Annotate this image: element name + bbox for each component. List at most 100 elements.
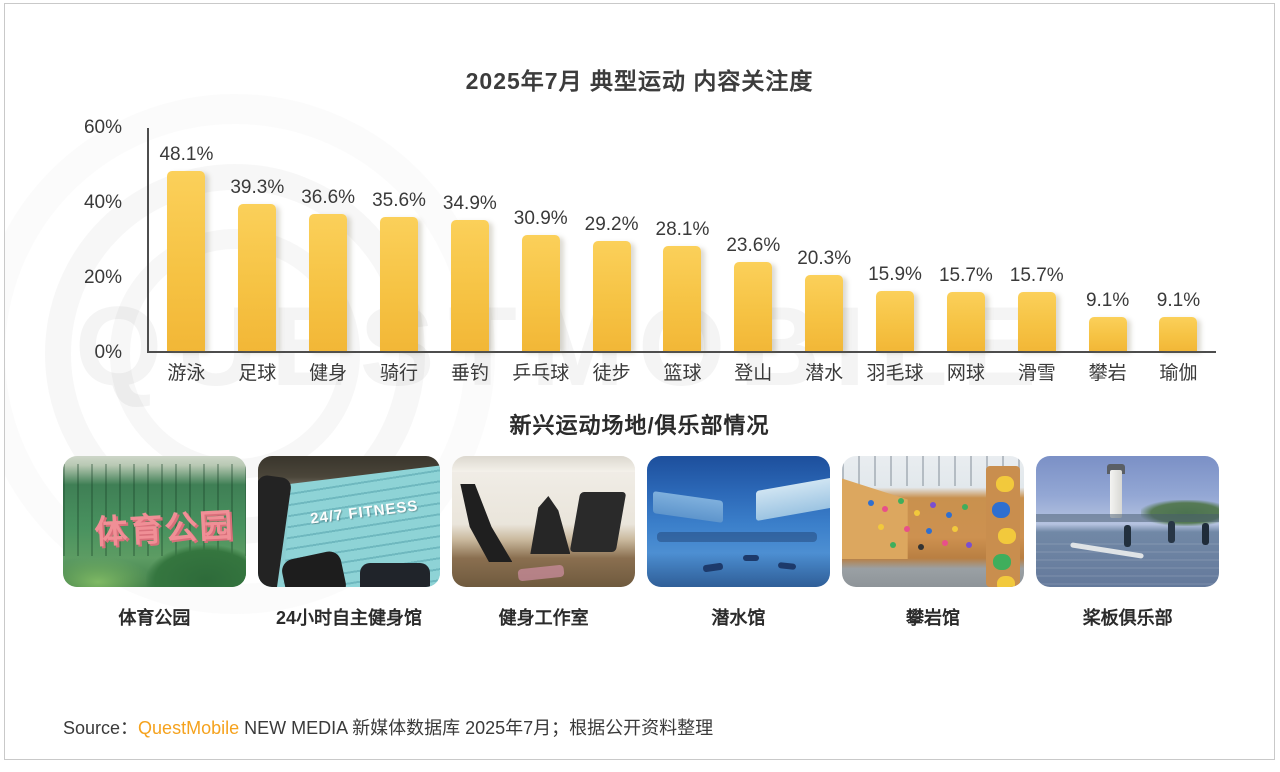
plot-area: 48.1% 游泳 39.3% 足球 36.6% 健身 35.6% 骑行 34.9% 垂钓 30.9%… bbox=[147, 128, 1216, 384]
bar bbox=[521, 235, 560, 351]
x-category-label: 乒乓球 bbox=[512, 363, 570, 384]
bar-group-滑雪: 15.7% 滑雪 bbox=[1001, 128, 1072, 384]
venue-label: 体育公园 bbox=[118, 608, 191, 628]
bar-value-label: 15.9% bbox=[868, 264, 922, 285]
bar-group-徒步: 29.2% 徒步 bbox=[576, 128, 647, 384]
venue-photo-fitness-studio bbox=[452, 456, 636, 587]
bar bbox=[1159, 317, 1198, 351]
bar bbox=[946, 292, 985, 351]
bar-value-label: 15.7% bbox=[1009, 265, 1064, 286]
bar-value-label: 36.6% bbox=[301, 187, 356, 208]
grass-shape bbox=[63, 557, 153, 587]
gym-machine-shape bbox=[460, 484, 513, 562]
bush-shape bbox=[145, 545, 246, 587]
gym-machine-shape bbox=[569, 492, 627, 552]
bar-group-垂钓: 34.9% 垂钓 bbox=[434, 128, 505, 384]
bar bbox=[238, 204, 277, 351]
bar-value-label: 23.6% bbox=[726, 235, 781, 256]
venue-label: 24小时自主健身馆 bbox=[275, 608, 423, 628]
venue-photo-climbing-gym bbox=[841, 456, 1025, 587]
bar-group-攀岩: 9.1% 攀岩 bbox=[1072, 128, 1143, 384]
ceiling-shape bbox=[452, 456, 636, 472]
bar bbox=[309, 214, 348, 351]
pool-floor-shape bbox=[647, 553, 830, 587]
bar bbox=[1088, 317, 1127, 351]
venue-photo-sports-park: 体育公园 bbox=[63, 456, 246, 587]
climbing-holds-dots bbox=[996, 476, 1015, 492]
venue-fitness-studio: 健身工作室 bbox=[452, 456, 636, 630]
bar-value-label: 34.9% bbox=[442, 193, 497, 214]
venue-climbing-gym: 攀岩馆 bbox=[841, 456, 1025, 630]
venue-gallery: 体育公园 体育公园 24/7 FITNESS 24小时自主健身馆 bbox=[63, 456, 1220, 630]
x-category-label: 徒步 bbox=[592, 363, 631, 384]
x-category-label: 健身 bbox=[309, 363, 348, 384]
underwater-window-shape bbox=[755, 476, 830, 522]
climbing-holds-dots bbox=[867, 500, 874, 506]
climbing-wall-shape bbox=[841, 474, 908, 559]
section-title: 新兴运动场地/俱乐部情况 bbox=[509, 413, 770, 438]
y-tick-label: 40% bbox=[83, 192, 122, 213]
bar bbox=[876, 291, 915, 351]
bar-group-篮球: 28.1% 篮球 bbox=[647, 128, 718, 384]
x-category-label: 足球 bbox=[238, 363, 277, 384]
lighthouse-shape bbox=[1110, 470, 1123, 518]
x-category-label: 登山 bbox=[734, 363, 773, 384]
bar-group-乒乓球: 30.9% 乒乓球 bbox=[505, 128, 576, 384]
bar-value-label: 48.1% bbox=[159, 144, 214, 165]
bar bbox=[167, 171, 206, 351]
bar-value-label: 15.7% bbox=[938, 265, 993, 286]
source-brand: QuestMobile bbox=[138, 718, 240, 738]
lighthouse-cap-shape bbox=[1107, 464, 1126, 474]
bar-value-label: 20.3% bbox=[797, 248, 852, 269]
water-waves-texture bbox=[1036, 543, 1220, 587]
bar-group-足球: 39.3% 足球 bbox=[222, 128, 293, 384]
x-category-label: 网球 bbox=[946, 363, 985, 384]
bar-value-label: 29.2% bbox=[584, 214, 639, 235]
x-category-label: 羽毛球 bbox=[866, 363, 924, 384]
x-category-label: 潜水 bbox=[805, 363, 844, 384]
bar-value-label: 39.3% bbox=[230, 177, 285, 198]
source-line: Source：QuestMobile NEW MEDIA 新媒体数据库 2025… bbox=[63, 714, 713, 740]
source-suffix: NEW MEDIA 新媒体数据库 2025年7月；根据公开资料整理 bbox=[239, 718, 714, 738]
gym-equipment-shape bbox=[360, 563, 431, 587]
x-category-label: 瑜伽 bbox=[1159, 363, 1198, 384]
floor-mat-shape bbox=[517, 564, 565, 582]
bar bbox=[1017, 292, 1056, 351]
bar bbox=[380, 217, 418, 351]
bar-value-label: 9.1% bbox=[1085, 290, 1130, 311]
x-category-label: 滑雪 bbox=[1017, 363, 1056, 384]
bar-group-潜水: 20.3% 潜水 bbox=[789, 128, 860, 384]
bar-group-健身: 36.6% 健身 bbox=[293, 128, 364, 384]
bar-group-游泳: 48.1% 游泳 bbox=[151, 128, 222, 384]
bar-group-登山: 23.6% 登山 bbox=[718, 128, 789, 384]
y-tick-label: 0% bbox=[94, 342, 122, 363]
venue-label: 潜水馆 bbox=[711, 608, 766, 628]
x-category-label: 骑行 bbox=[380, 363, 419, 384]
venue-photo-diving-hall bbox=[647, 456, 830, 587]
y-tick-label: 60% bbox=[83, 117, 122, 138]
y-tick-label: 20% bbox=[83, 267, 122, 288]
page-title: 2025年7月 典型运动 内容关注度 bbox=[465, 68, 814, 94]
venue-sports-park: 体育公园 体育公园 bbox=[63, 456, 246, 630]
venue-photo-paddle-club bbox=[1036, 456, 1220, 587]
bar-value-label: 9.1% bbox=[1156, 290, 1201, 311]
x-category-label: 游泳 bbox=[167, 363, 206, 384]
report-card: QUESTMOBILE 2025年7月 典型运动 内容关注度 60% 40% 20%… bbox=[4, 3, 1275, 760]
venue-label: 健身工作室 bbox=[498, 608, 589, 628]
bar-value-label: 28.1% bbox=[655, 219, 710, 240]
venue-label: 桨板俱乐部 bbox=[1082, 608, 1173, 628]
venue-diving-hall: 潜水馆 bbox=[647, 456, 830, 630]
bar-chart: 60% 40% 20% 0% 48.1% 游泳 39.3% 足球 36.6% 健身 35.6% 骑行… bbox=[5, 4, 1274, 759]
venue-paddle-club: 桨板俱乐部 bbox=[1036, 456, 1220, 630]
bar bbox=[734, 262, 773, 351]
x-category-label: 垂钓 bbox=[450, 363, 489, 384]
underwater-window-shape bbox=[653, 491, 724, 523]
pool-ledge-shape bbox=[657, 532, 818, 542]
bar-group-骑行: 35.6% 骑行 bbox=[364, 128, 435, 384]
bar-group-网球: 15.7% 网球 bbox=[930, 128, 1001, 384]
shoreline-shape bbox=[1036, 514, 1220, 522]
paddler-figures bbox=[1124, 525, 1132, 547]
venue-24h-gym: 24/7 FITNESS 24小时自主健身馆 bbox=[257, 456, 441, 630]
source-prefix: Source： bbox=[63, 718, 139, 738]
bar-value-label: 35.6% bbox=[372, 190, 426, 211]
